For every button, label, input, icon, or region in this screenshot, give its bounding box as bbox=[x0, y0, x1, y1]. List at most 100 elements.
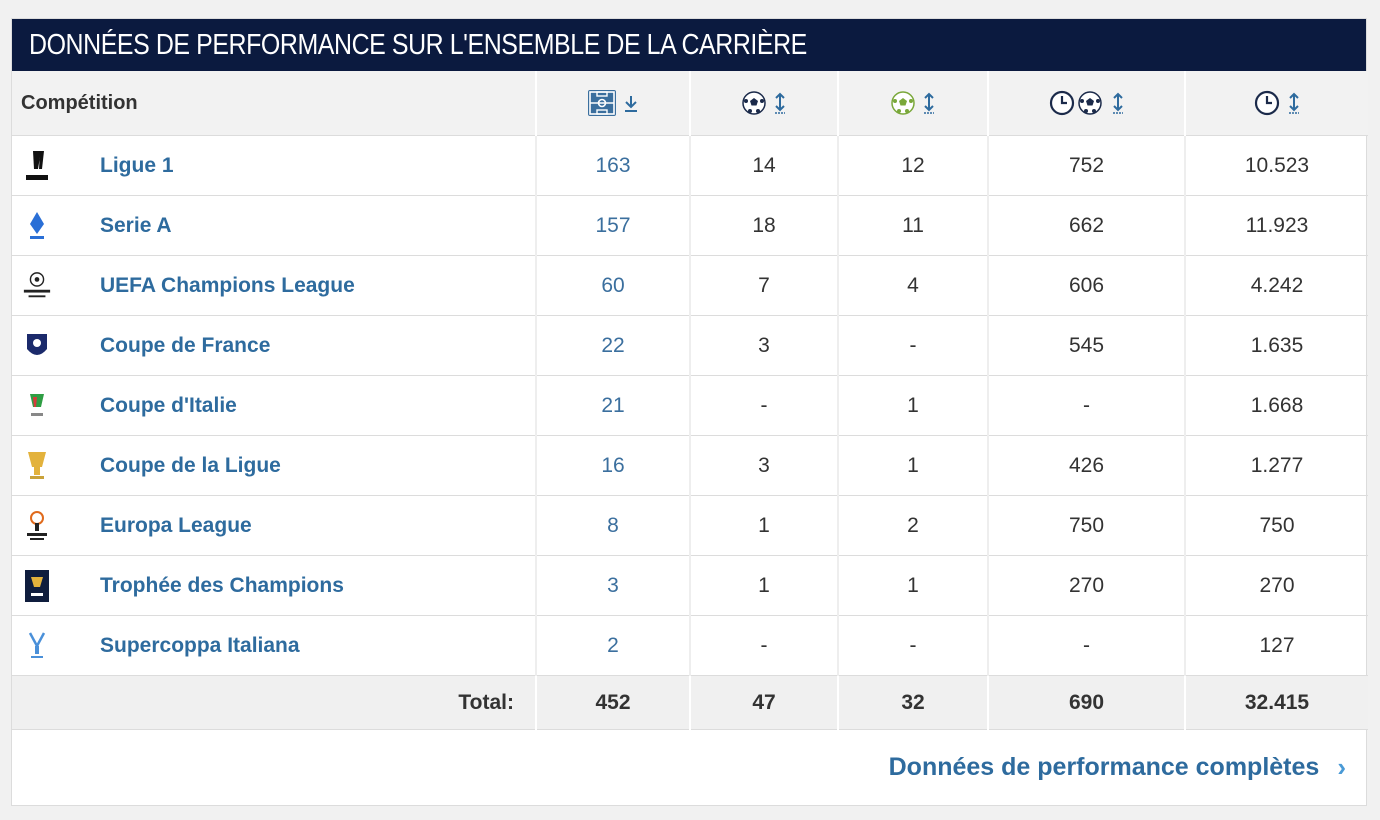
table-row: Coupe de la Ligue 16 3 1 426 1.277 bbox=[12, 435, 1368, 496]
assists-cell: 11 bbox=[838, 195, 989, 256]
minutes-cell: 1.277 bbox=[1185, 435, 1368, 496]
sort-both-icon[interactable] bbox=[1287, 91, 1301, 115]
table-row: Europa League 8 1 2 750 750 bbox=[12, 495, 1368, 556]
competition-cell: Coupe de France bbox=[12, 315, 537, 376]
table-row: Trophée des Champions 3 1 1 270 270 bbox=[12, 555, 1368, 616]
sort-descending-icon[interactable] bbox=[623, 93, 639, 113]
competition-cell: Europa League bbox=[12, 495, 537, 556]
competition-cell: Supercoppa Italiana bbox=[12, 615, 537, 676]
assist-ball-icon bbox=[891, 91, 915, 115]
sort-both-icon[interactable] bbox=[1111, 91, 1125, 115]
minutes-cell: 10.523 bbox=[1185, 135, 1368, 196]
goals-cell: - bbox=[690, 375, 839, 436]
coppa-italia-logo bbox=[22, 388, 52, 424]
performance-table: Compétition bbox=[12, 71, 1368, 730]
competition-cell: Trophée des Champions bbox=[12, 555, 537, 616]
minutes-cell: 11.923 bbox=[1185, 195, 1368, 256]
apps-cell[interactable]: 2 bbox=[536, 615, 691, 676]
assists-cell: 4 bbox=[838, 255, 989, 316]
minutes-cell: 1.668 bbox=[1185, 375, 1368, 436]
table-row: Coupe d'Italie 21-1-1.668 bbox=[12, 375, 1368, 436]
table-row: Coupe de France 22 3-545 1.635 bbox=[12, 315, 1368, 376]
min-per-goal-cell: 606 bbox=[988, 255, 1186, 316]
minutes-per-goal-header[interactable] bbox=[988, 71, 1186, 136]
career-performance-box: DONNÉES DE PERFORMANCE SUR L'ENSEMBLE DE… bbox=[11, 18, 1368, 806]
ligue1-logo bbox=[22, 148, 52, 184]
goals-cell: 14 bbox=[690, 135, 839, 196]
pitch-icon bbox=[588, 90, 616, 116]
assists-cell: - bbox=[838, 315, 989, 376]
sort-both-icon[interactable] bbox=[922, 91, 936, 115]
seriea-logo bbox=[22, 208, 52, 244]
totals-row: Total: 452 47 32 690 32.415 bbox=[12, 675, 1368, 730]
chevron-right-icon: › bbox=[1337, 752, 1346, 782]
clock-icon bbox=[1254, 90, 1280, 116]
sort-both-icon[interactable] bbox=[773, 91, 787, 115]
full-performance-link[interactable]: Données de performance complètes › bbox=[889, 752, 1346, 783]
ucl-logo bbox=[22, 268, 52, 304]
apps-cell[interactable]: 60 bbox=[536, 255, 691, 316]
apps-cell[interactable]: 16 bbox=[536, 435, 691, 496]
apps-cell[interactable]: 21 bbox=[536, 375, 691, 436]
apps-cell[interactable]: 157 bbox=[536, 195, 691, 256]
apps-cell[interactable]: 163 bbox=[536, 135, 691, 196]
table-row: Supercoppa Italiana 2- - -127 bbox=[12, 615, 1368, 676]
goals-cell: 1 bbox=[690, 495, 839, 556]
appearances-header[interactable] bbox=[536, 71, 691, 136]
competition-header: Compétition bbox=[12, 71, 537, 136]
competition-link[interactable]: Supercoppa Italiana bbox=[100, 633, 300, 657]
competition-link[interactable]: Serie A bbox=[100, 213, 172, 237]
assists-cell: 1 bbox=[838, 435, 989, 496]
clock-ball-icon bbox=[1049, 90, 1102, 116]
total-assists: 32 bbox=[838, 675, 989, 730]
total-minutes: 32.415 bbox=[1185, 675, 1368, 730]
competition-link[interactable]: Europa League bbox=[100, 513, 252, 537]
coupe-de-france-logo bbox=[22, 328, 52, 364]
section-title-bar: DONNÉES DE PERFORMANCE SUR L'ENSEMBLE DE… bbox=[12, 19, 1366, 71]
competition-link[interactable]: UEFA Champions League bbox=[100, 273, 355, 297]
total-label: Total: bbox=[12, 675, 537, 730]
competition-cell: Coupe d'Italie bbox=[12, 375, 537, 436]
min-per-goal-cell: 545 bbox=[988, 315, 1186, 376]
europa-league-logo bbox=[22, 508, 52, 544]
table-row: Ligue 1 163 14 12 752 10.523 bbox=[12, 135, 1368, 196]
assists-cell: 12 bbox=[838, 135, 989, 196]
table-row: Serie A 157 18 11 662 11.923 bbox=[12, 195, 1368, 256]
goals-cell: 18 bbox=[690, 195, 839, 256]
competition-link[interactable]: Trophée des Champions bbox=[100, 573, 344, 597]
min-per-goal-cell: 750 bbox=[988, 495, 1186, 556]
assists-cell: 2 bbox=[838, 495, 989, 556]
apps-cell[interactable]: 22 bbox=[536, 315, 691, 376]
total-goals: 47 bbox=[690, 675, 839, 730]
min-per-goal-cell: 426 bbox=[988, 435, 1186, 496]
minutes-cell: 1.635 bbox=[1185, 315, 1368, 376]
total-min-per-goal: 690 bbox=[988, 675, 1186, 730]
competition-cell: Serie A bbox=[12, 195, 537, 256]
competition-link[interactable]: Coupe d'Italie bbox=[100, 393, 237, 417]
competition-link[interactable]: Ligue 1 bbox=[100, 153, 174, 177]
assists-header[interactable] bbox=[838, 71, 989, 136]
total-apps: 452 bbox=[536, 675, 691, 730]
apps-cell[interactable]: 8 bbox=[536, 495, 691, 556]
min-per-goal-cell: 662 bbox=[988, 195, 1186, 256]
competition-link[interactable]: Coupe de France bbox=[100, 333, 271, 357]
competition-cell: Ligue 1 bbox=[12, 135, 537, 196]
assists-cell: 1 bbox=[838, 555, 989, 616]
min-per-goal-cell: - bbox=[988, 615, 1186, 676]
coupe-de-la-ligue-logo bbox=[22, 448, 52, 484]
table-header-row: Compétition bbox=[12, 71, 1368, 136]
min-per-goal-cell: - bbox=[988, 375, 1186, 436]
minutes-header[interactable] bbox=[1185, 71, 1368, 136]
goals-cell: 1 bbox=[690, 555, 839, 616]
competition-link[interactable]: Coupe de la Ligue bbox=[100, 453, 281, 477]
ball-icon bbox=[742, 91, 766, 115]
assists-cell: 1 bbox=[838, 375, 989, 436]
full-performance-link-text[interactable]: Données de performance complètes bbox=[888, 753, 1320, 781]
goals-cell: 3 bbox=[690, 435, 839, 496]
apps-cell[interactable]: 3 bbox=[536, 555, 691, 616]
minutes-cell: 270 bbox=[1185, 555, 1368, 616]
minutes-cell: 750 bbox=[1185, 495, 1368, 556]
min-per-goal-cell: 752 bbox=[988, 135, 1186, 196]
goals-header[interactable] bbox=[690, 71, 839, 136]
supercoppa-logo bbox=[22, 628, 52, 664]
